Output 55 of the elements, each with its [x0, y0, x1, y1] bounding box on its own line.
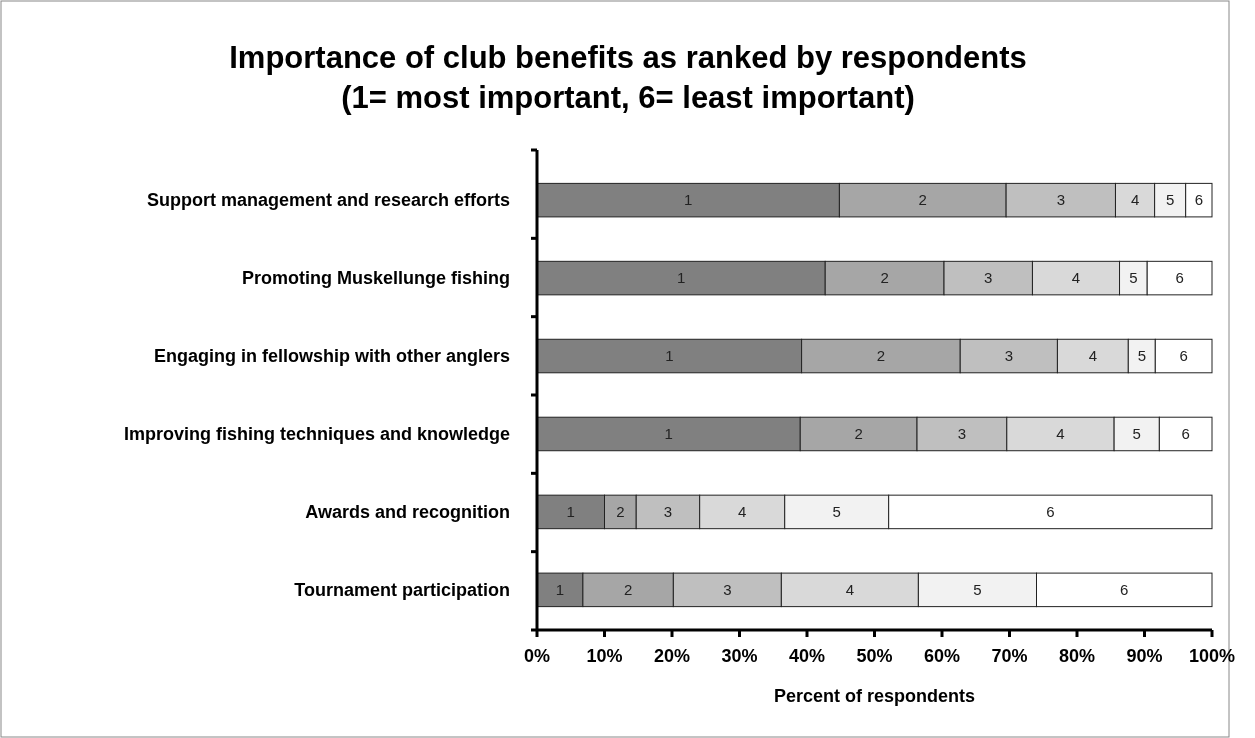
x-tick-label: 30%	[721, 646, 758, 666]
text: 6	[1194, 191, 1204, 209]
x-tick-label: 10%	[586, 646, 623, 666]
y-tick-label: Promoting Muskellunge fishing	[241, 268, 510, 289]
x-tick-label: 0%	[523, 646, 551, 666]
text: 5	[1132, 425, 1141, 443]
text: 4	[1130, 191, 1140, 209]
series-label: 5	[1129, 269, 1138, 287]
text: 4	[1088, 347, 1098, 365]
x-axis-title: Percent of respondents	[773, 686, 976, 706]
text: 6	[1179, 347, 1188, 365]
text: 3	[957, 425, 967, 443]
series-label: 2	[880, 269, 889, 287]
text: 6	[1046, 503, 1055, 521]
text: 6	[1181, 425, 1190, 443]
text: 1	[566, 503, 575, 521]
text: 4	[845, 581, 855, 599]
text: 3	[663, 503, 673, 521]
text: 3	[1004, 347, 1013, 365]
text: 4	[738, 503, 747, 521]
text: 1	[684, 191, 693, 209]
text: 5	[1165, 191, 1175, 209]
text: 3	[723, 581, 732, 599]
text: 1	[555, 581, 565, 599]
series-label: 1	[676, 269, 686, 287]
y-tick-label: Engaging in fellowship with other anglers	[153, 346, 510, 367]
y-tick-label: Awards and recognition	[305, 502, 510, 523]
series-label: 3	[984, 269, 993, 287]
text: 2	[918, 191, 927, 209]
x-tick-label: 40%	[788, 646, 826, 666]
text: 2	[623, 581, 633, 599]
x-tick-label: 70%	[991, 646, 1028, 666]
y-tick-label: Tournament participation	[294, 580, 510, 601]
x-tick-label: 100%	[1188, 646, 1236, 666]
text: 5	[973, 581, 982, 599]
y-tick-label: Support management and research efforts	[146, 190, 510, 211]
y-tick-label: Improving fishing techniques and knowledge	[123, 424, 510, 445]
text: 2	[616, 503, 625, 521]
text: 2	[876, 347, 886, 365]
text: 6	[1120, 581, 1129, 599]
x-tick-label: 60%	[923, 646, 961, 666]
text: 4	[1056, 425, 1065, 443]
x-tick-label: 90%	[1126, 646, 1163, 666]
x-tick-label: 20%	[653, 646, 691, 666]
series-label: 6	[1175, 269, 1184, 287]
text: 1	[665, 347, 674, 365]
text: 2	[854, 425, 863, 443]
text: 3	[1056, 191, 1065, 209]
text: 5	[832, 503, 841, 521]
text: 1	[664, 425, 673, 443]
text: 5	[1137, 347, 1146, 365]
x-tick-label: 50%	[856, 646, 893, 666]
x-tick-label: 80%	[1058, 646, 1096, 666]
chart-title: Importance of club benefits as ranked by respondents (1= most important, 6= least important)	[229, 40, 1027, 115]
series-label: 4	[1071, 269, 1081, 287]
